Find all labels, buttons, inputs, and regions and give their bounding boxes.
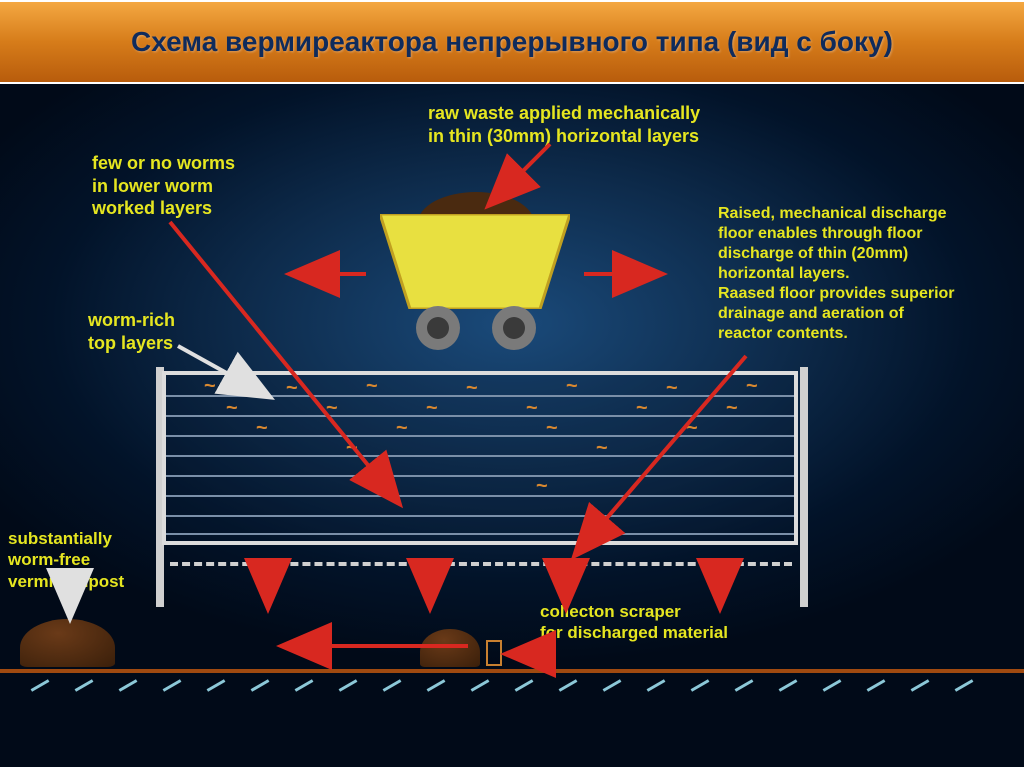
- page-title: Схема вермиреактора непрерывного типа (в…: [131, 25, 893, 59]
- arrow-raw_waste_down: [490, 144, 550, 204]
- arrow-raised_to_floor: [576, 356, 746, 554]
- title-bar: Схема вермиреактора непрерывного типа (в…: [0, 0, 1024, 84]
- arrow-worm_rich_to_top: [178, 346, 268, 396]
- arrows-layer: [0, 84, 1024, 767]
- diagram-area: raw waste applied mechanicallyin thin (3…: [0, 84, 1024, 767]
